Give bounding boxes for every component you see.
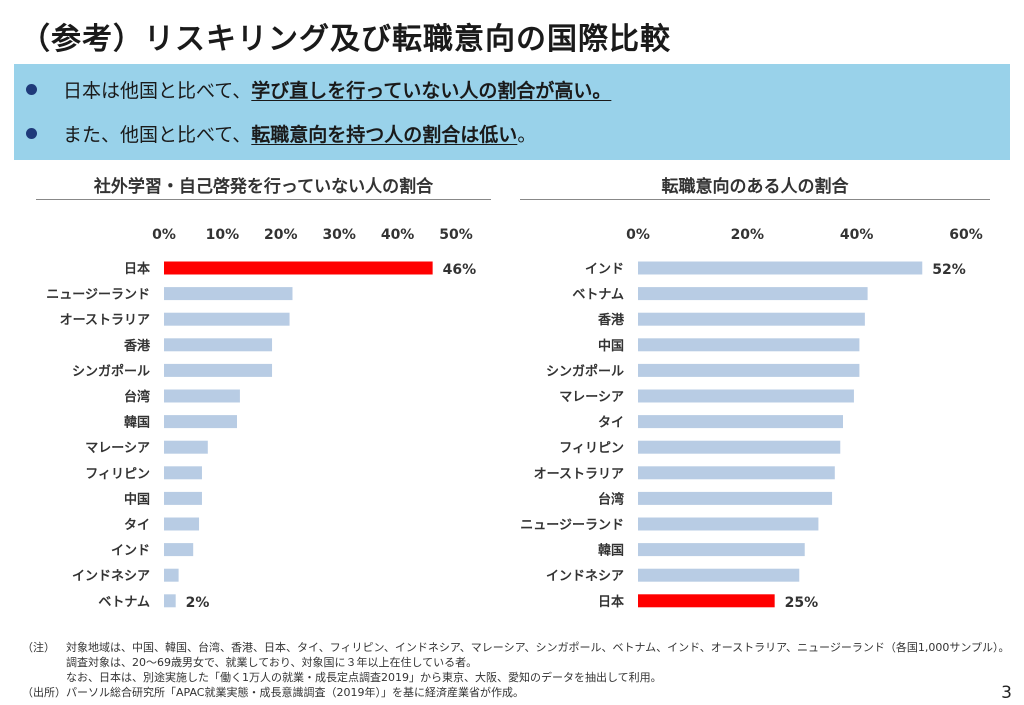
chart-2-divider xyxy=(520,199,990,200)
chart-2-bar-item xyxy=(638,568,800,582)
chart-2-tick-label: 20% xyxy=(731,227,765,243)
notes-block: （注） 対象地域は、中国、韓国、台湾、香港、日本、タイ、フィリピン、インドネシア、… xyxy=(22,640,1010,700)
chart-1-tick-label: 10% xyxy=(206,227,240,243)
chart-2-category-label: オーストラリア xyxy=(534,467,624,482)
source-label: （出所） xyxy=(22,686,66,699)
page-title: （参考）リスキリング及び転職意向の国際比較 xyxy=(20,22,671,57)
chart-1-bar-item xyxy=(164,466,202,480)
chart-1-tick-label: 20% xyxy=(264,227,298,243)
chart-job-change: 0% 20% 40% 60% インド 52% ベトナム香港中国シンガポールマレーシアタイフィ… xyxy=(520,227,983,611)
bullet-2-prefix: また、他国と比べて、 xyxy=(63,124,252,146)
chart-2-tick-label: 0% xyxy=(626,227,650,243)
chart-2-category-label: 韓国 xyxy=(598,543,624,559)
chart-2-bar-item xyxy=(638,261,923,275)
chart-1-bar-item xyxy=(164,594,176,608)
chart-2-category-label: 台湾 xyxy=(598,491,624,507)
chart-1-tick-label: 0% xyxy=(152,227,176,243)
chart-2-tick-label: 40% xyxy=(840,227,874,243)
chart-2-category-label: ニュージーランド xyxy=(520,518,624,533)
chart-1-category-label: インドネシア xyxy=(72,569,150,584)
note-line: 対象地域は、中国、韓国、台湾、香港、日本、タイ、フィリピン、インドネシア、マレー… xyxy=(66,641,1010,654)
chart-1-bar-item xyxy=(164,543,194,557)
chart-1-data-label: 2% xyxy=(186,595,210,611)
chart-1-category-label: 韓国 xyxy=(124,415,150,431)
chart-2-category-label: 日本 xyxy=(598,594,624,610)
chart-2-category-label: 中国 xyxy=(598,338,624,354)
chart-2-category-label: ベトナム xyxy=(572,288,624,303)
chart-1-title: 社外学習・自己啓発を行っていない人の割合 xyxy=(93,177,434,197)
chart-1-bar-highlight xyxy=(164,261,433,275)
chart-1-category-label: ニュージーランド xyxy=(46,288,150,303)
bullet-2-suffix: 。 xyxy=(517,124,537,146)
summary-banner xyxy=(14,64,1010,160)
chart-1-tick-label: 40% xyxy=(381,227,415,243)
bullet-1-emphasis: 学び直しを行っていない人の割合が高い。 xyxy=(251,80,612,102)
chart-2-bar-item xyxy=(638,517,819,531)
chart-1-bar-item xyxy=(164,363,273,377)
chart-1-bar-item xyxy=(164,389,240,403)
chart-2-title: 転職意向のある人の割合 xyxy=(661,177,849,197)
chart-1-bar-item xyxy=(164,338,273,352)
bullet-1-prefix: 日本は他国と比べて、 xyxy=(63,80,252,102)
chart-1-category-label: 台湾 xyxy=(124,389,150,405)
chart-1-bar-item xyxy=(164,568,179,582)
chart-1-category-label: タイ xyxy=(124,518,150,533)
chart-2-bar-item xyxy=(638,363,860,377)
chart-2-bar-item xyxy=(638,543,805,557)
chart-2-bar-item xyxy=(638,440,841,454)
chart-2-bar-highlight xyxy=(638,594,775,608)
chart-2-bar-item xyxy=(638,415,843,429)
chart-2-category-label: フィリピン xyxy=(559,441,624,456)
chart-1-bar-item xyxy=(164,415,237,429)
chart-1-category-label: マレーシア xyxy=(85,441,150,456)
chart-1-bar-item xyxy=(164,312,290,326)
chart-1-bar-item xyxy=(164,440,208,454)
chart-1-tick-label: 30% xyxy=(322,227,356,243)
chart-1-category-label: インド xyxy=(111,544,150,559)
chart-1-bar-item xyxy=(164,491,202,505)
source-text: パーソル総合研究所「APAC就業実態・成長意識調査（2019年）」を基に経済産業… xyxy=(66,686,524,699)
chart-2-category-label: マレーシア xyxy=(559,390,624,405)
chart-1-category-label: ベトナム xyxy=(98,595,150,610)
chart-1-bar-item xyxy=(164,517,200,531)
chart-1-data-label: 46% xyxy=(443,262,477,278)
chart-2-category-label: 香港 xyxy=(597,312,625,328)
chart-2-tick-label: 60% xyxy=(949,227,983,243)
note-label: （注） xyxy=(22,641,55,654)
chart-2-data-label: 52% xyxy=(932,262,966,278)
chart-2-category-label: タイ xyxy=(598,416,624,431)
bullet-1: 日本は他国と比べて、学び直しを行っていない人の割合が高い。 xyxy=(26,76,611,103)
chart-2-category-label: シンガポール xyxy=(546,363,624,379)
note-line: 調査対象は、20～69歳男女で、就業しており、対象国に３年以上在住している者。 xyxy=(66,656,478,669)
chart-1-tick-label: 50% xyxy=(439,227,473,243)
chart-1-divider xyxy=(36,199,491,200)
chart-2-data-label: 25% xyxy=(785,595,819,611)
chart-2-bar-item xyxy=(638,491,833,505)
chart-2-category-label: インド xyxy=(585,262,624,277)
chart-1-category-label: 中国 xyxy=(124,491,150,507)
bullet-2-emphasis: 転職意向を持つ人の割合は低い xyxy=(251,124,518,146)
page-number: 3 xyxy=(1001,683,1012,703)
chart-2-bar-item xyxy=(638,466,835,480)
chart-1-category-label: 日本 xyxy=(124,261,150,277)
chart-2-bar-item xyxy=(638,389,854,403)
chart-1-bar-item xyxy=(164,287,293,301)
chart-1-category-label: シンガポール xyxy=(72,363,150,379)
chart-reskilling: 0% 10% 20% 30% 40% 50% 日本 46% ニュージーランドオーストラリア香港シ… xyxy=(46,227,477,611)
chart-1-category-label: 香港 xyxy=(123,338,151,354)
chart-1-category-label: オーストラリア xyxy=(60,313,150,328)
note-line: なお、日本は、別途実施した「働く1万人の就業・成長定点調査2019」から東京、大… xyxy=(66,671,662,684)
chart-2-bar-item xyxy=(638,338,860,352)
bullet-2: また、他国と比べて、転職意向を持つ人の割合は低い。 xyxy=(26,120,536,147)
chart-2-category-label: インドネシア xyxy=(546,569,624,584)
chart-2-bar-item xyxy=(638,287,868,301)
bullet-dot-icon xyxy=(26,84,37,95)
bullet-dot-icon xyxy=(26,128,37,139)
chart-1-category-label: フィリピン xyxy=(85,467,150,482)
chart-2-bar-item xyxy=(638,312,865,326)
